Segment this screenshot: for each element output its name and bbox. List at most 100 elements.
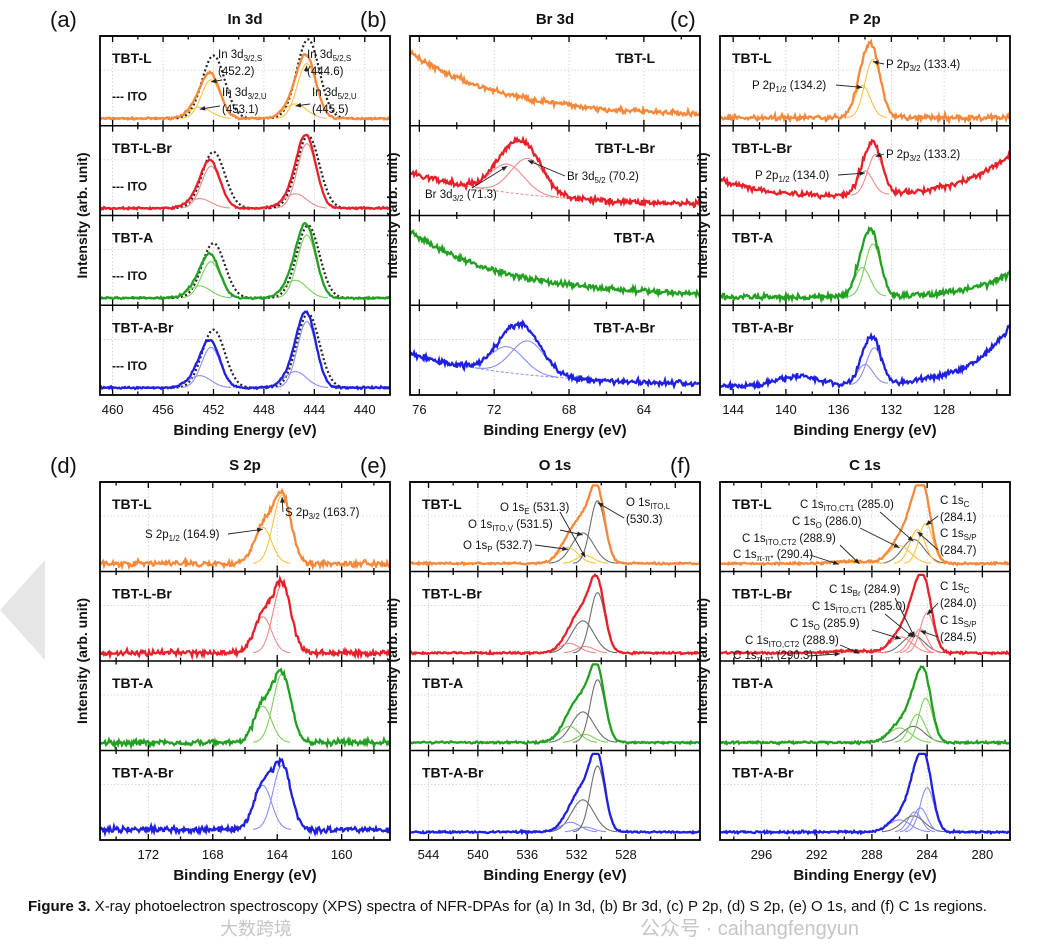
peak-annotation: O 1sITO,L (530.3) (626, 497, 671, 526)
subpanel-tbt-l-br: TBT-L-Br (98, 570, 391, 661)
subpanel-tbt-a-br: TBT-A-Br (409, 749, 701, 840)
annotation-name: In 3d (218, 49, 244, 61)
side-decoration (0, 560, 45, 660)
x-tick-label: 296 (751, 847, 773, 862)
arrowhead-icon (303, 65, 309, 72)
annotation-arrow (894, 597, 916, 638)
annotation-subscript: C (964, 500, 970, 509)
peak-annotation: In 3d5/2,S (444.6) (307, 49, 351, 78)
fit-component-285 (879, 538, 947, 564)
fit-component-531.5 (548, 532, 618, 564)
figure-caption: Figure 3. X-ray photoelectron spectrosco… (28, 897, 1028, 917)
annotation-value: (530.3) (626, 514, 663, 526)
subpanel-tbt-a: TBT-A (719, 214, 1012, 306)
panel-letter: (e) (360, 453, 387, 478)
sample-label: TBT-A (112, 230, 153, 246)
annotation-name: In 3d (312, 87, 338, 99)
arrowhead-icon (907, 535, 914, 542)
spectrum-curve (719, 323, 1012, 391)
sample-label: TBT-L-Br (595, 140, 655, 156)
peak-annotation: C 1sC (284.1) (940, 495, 977, 524)
annotation-name: P 2p (755, 170, 778, 182)
x-tick-label: 68 (562, 402, 576, 417)
watermark-wechat: 公众号 · caihangfengyun (640, 918, 860, 940)
caption-label: Figure 3. (28, 898, 91, 915)
annotation-subscript: ITO,V (492, 524, 513, 533)
peak-annotation: S 2p3/2 (163.7) (285, 507, 360, 521)
arrowhead-icon (280, 497, 285, 503)
x-tick-label: 136 (828, 402, 850, 417)
subpanel-tbt-l-br: TBT-L-Br (409, 570, 701, 661)
panel-title: In 3d (227, 11, 262, 28)
annotation-value: (445.5) (312, 104, 349, 116)
annotation-subscript: 1/2 (778, 175, 790, 184)
annotation-name: In 3d (307, 49, 333, 61)
annotation-subscript: 1/2 (169, 534, 181, 543)
annotation-name: O 1s (468, 519, 493, 531)
annotation-subscript: O (814, 623, 820, 632)
x-tick-label: 288 (861, 847, 883, 862)
panel-letter: (b) (360, 7, 387, 32)
spectrum-curve (99, 487, 392, 571)
annotation-name: C 1s (940, 615, 964, 627)
arrowhead-icon (210, 78, 217, 84)
panel-letter: (c) (670, 7, 696, 32)
annotation-arrow (527, 160, 566, 177)
annotation-value: (71.3) (467, 189, 497, 201)
x-tick-label: 536 (516, 847, 538, 862)
y-axis-label: Intensity (arb. unit) (694, 153, 710, 279)
arrowhead-icon (562, 546, 568, 551)
spectrum-curve (98, 574, 391, 661)
peak-annotation: P 2p1/2 (134.2) (752, 80, 826, 94)
arrowhead-icon (893, 543, 900, 548)
fit-component-531.5 (548, 711, 618, 743)
annotation-name: C 1s (940, 581, 964, 593)
peak-annotation: O 1sE (531.3) (500, 502, 569, 516)
fit-component-531.5 (548, 799, 618, 833)
arrowhead-icon (910, 631, 915, 638)
caption-text: X-ray photoelectron spectroscopy (XPS) s… (90, 898, 987, 915)
arrowhead-icon (875, 152, 882, 158)
annotation-arrow (559, 511, 586, 558)
annotation-arrow (879, 511, 914, 542)
spectrum-curve (409, 573, 700, 656)
annotation-value: (285.9) (823, 618, 860, 630)
subpanel-tbt-l-br: TBT-L-Br P 2p3/2 (133.2)P 2p1/2 (134.0) (719, 125, 1012, 216)
panel-s-2p: (d) S 2p Intensity (arb. unit) Binding Ener… (50, 453, 392, 884)
x-tick-label: 144 (722, 402, 744, 417)
subpanel-tbt-a-br: TBT-A-Br (408, 304, 701, 395)
subpanel-tbt-l: TBT-LS 2p3/2 (163.7)S 2p1/2 (164.9) (99, 481, 392, 572)
peak-annotation: C 1sS/P (284.5) (940, 615, 977, 644)
annotation-name: C 1s (733, 650, 757, 662)
annotation-value: (284.7) (940, 545, 977, 557)
subpanel-tbt-a: TBT-A (409, 660, 701, 751)
annotation-value: (452.2) (218, 66, 255, 78)
annotation-value: (284.5) (940, 632, 977, 644)
x-tick-label: 460 (102, 402, 124, 417)
annotation-value: (288.9) (799, 533, 836, 545)
x-tick-label: 544 (418, 847, 440, 862)
x-tick-label: 280 (972, 847, 994, 862)
peak-annotation: Br 3d3/2 (71.3) (425, 189, 497, 203)
panel-title: O 1s (539, 457, 572, 474)
sample-label: TBT-L (422, 496, 462, 512)
fit-component-530.3 (572, 765, 623, 833)
peak-annotation: C 1sBr (284.9) (829, 584, 900, 598)
x-tick-label: 72 (487, 402, 501, 417)
annotation-name: Br 3d (425, 189, 453, 201)
ito-legend: --- ITO (112, 179, 147, 193)
annotation-subscript: ITO,L (650, 502, 670, 511)
annotation-subscript: E (524, 507, 529, 516)
spectrum-curve (99, 667, 392, 751)
sample-label: TBT-A (112, 675, 153, 691)
y-axis-label: Intensity (arb. unit) (384, 153, 400, 279)
peak-annotation: C 1sC (284.0) (940, 581, 977, 610)
peak-annotation: In 3d3/2,S (452.2) (218, 49, 262, 78)
x-tick-label: 76 (412, 402, 426, 417)
annotation-value: (134.2) (790, 80, 827, 92)
y-axis-label: Intensity (arb. unit) (74, 598, 90, 724)
annotation-name: C 1s (790, 618, 814, 630)
peak-annotation: O 1sP (532.7) (463, 540, 532, 554)
sample-label: TBT-A-Br (112, 319, 174, 335)
